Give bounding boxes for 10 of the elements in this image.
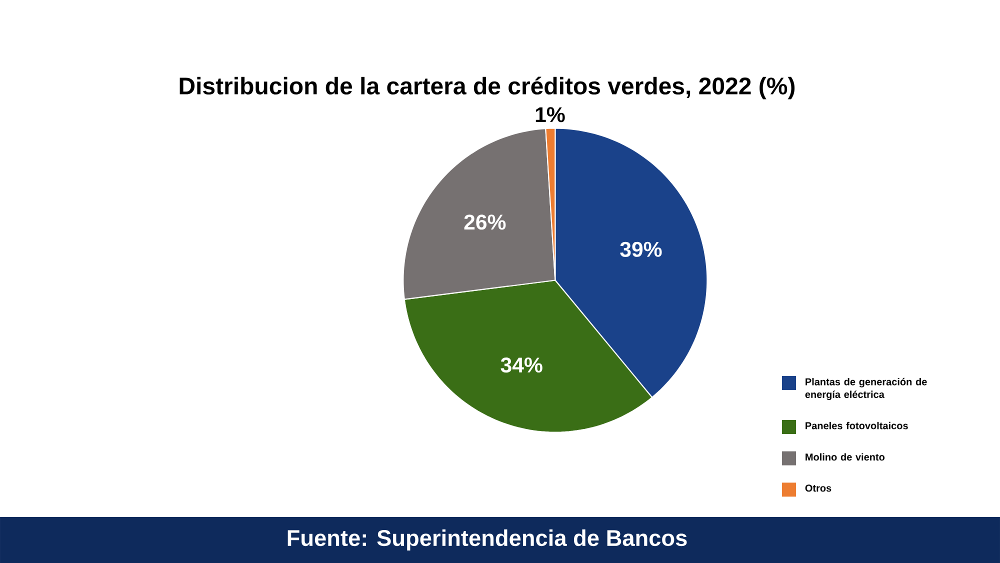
data-label: 34% xyxy=(500,358,542,373)
legend-label: Plantas de generación de energía eléctrica xyxy=(805,378,927,400)
source-note: Fuente: Superintendencia de Bancos xyxy=(288,529,687,551)
data-label: 26% xyxy=(464,214,506,230)
data-label: 1% xyxy=(536,107,565,122)
legend-label: Molino de viento xyxy=(806,453,885,461)
chart-title: Distribucion de la cartera de créditos verdes, 2022 (%) xyxy=(180,76,795,100)
data-label: 39% xyxy=(620,242,662,257)
legend-label: Otros xyxy=(805,484,832,492)
legend-label: Paneles fotovoltaicos xyxy=(806,422,908,430)
